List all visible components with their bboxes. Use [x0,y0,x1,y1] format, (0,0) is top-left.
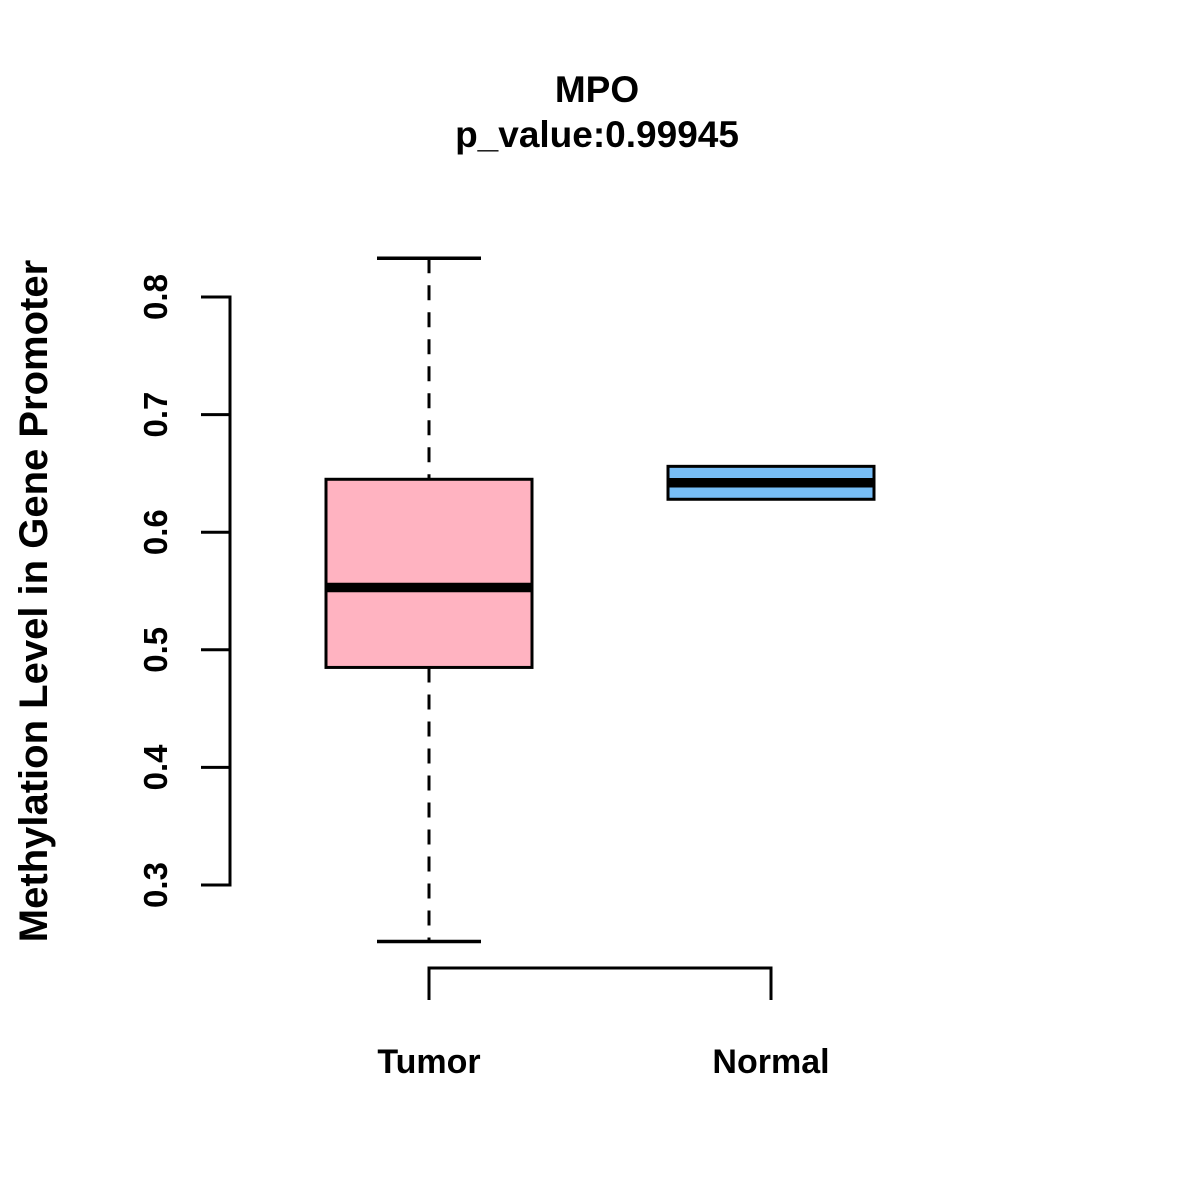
y-tick-label: 0.4 [137,744,174,791]
x-axis-bracket [427,966,773,1000]
y-axis-label: Methylation Level in Gene Promoter [12,260,56,942]
y-tick-label: 0.6 [137,509,174,555]
chart-subtitle: p_value:0.99945 [455,114,739,155]
y-tick-label: 0.7 [137,392,174,438]
y-tick-label: 0.8 [137,274,174,320]
y-tick-label: 0.5 [137,627,174,673]
y-tick-label: 0.3 [137,862,174,908]
chart-title: MPO [554,69,640,110]
x-category-label-normal: Normal [712,1043,829,1081]
x-category-label-tumor: Tumor [377,1043,480,1081]
box-tumor [324,477,534,669]
